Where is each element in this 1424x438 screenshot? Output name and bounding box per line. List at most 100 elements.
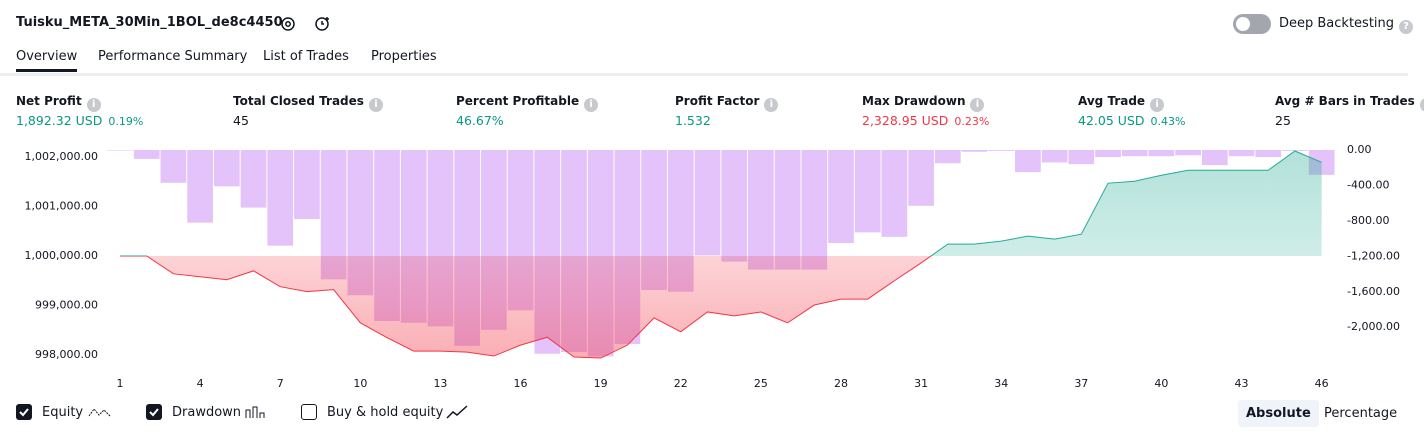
drawdown-bar	[107, 150, 133, 151]
drawdown-bar	[961, 150, 988, 152]
drawdown-bar	[1041, 150, 1068, 163]
equity-icon	[88, 408, 111, 417]
button[interactable]: Percentage	[1324, 406, 1398, 421]
toggle-label: Deep Backtesting?	[1279, 16, 1414, 34]
info-icon[interactable]: i	[1419, 98, 1424, 112]
drawdown-bar	[774, 150, 801, 270]
metric-label-text: Net Profit	[16, 94, 82, 108]
metric-value: 42.05 USD 0.43%	[1078, 113, 1185, 128]
drawdown-bar	[934, 150, 961, 164]
y2-tick-label: -1,200.00	[1347, 249, 1400, 262]
tab[interactable]: List of Trades	[263, 49, 349, 64]
divider	[0, 73, 1408, 76]
x-tick-label: 40	[1154, 377, 1168, 390]
toggle[interactable]	[1233, 14, 1271, 34]
strategy-title: Tuisku_META_30Min_1BOL_de8c4450	[16, 15, 283, 30]
drawdown-bar	[1228, 150, 1255, 157]
info-icon[interactable]: ?	[1399, 20, 1414, 34]
checkbox[interactable]	[146, 404, 162, 420]
x-tick-label: 46	[1315, 377, 1329, 390]
info-icon[interactable]: i	[1150, 98, 1165, 112]
drawdown-bar	[854, 150, 881, 233]
legend-entry: Buy & hold equity	[327, 405, 444, 420]
drawdown-bar	[1015, 150, 1041, 173]
metric-label-text: Avg Trade	[1078, 94, 1146, 108]
x-tick-label: 1	[117, 377, 124, 390]
drawdown-bar	[294, 150, 320, 220]
y2-tick-label: -400.00	[1347, 178, 1389, 191]
drawdown-bar	[748, 150, 774, 270]
checkbox[interactable]	[16, 404, 32, 420]
x-tick-label: 7	[277, 377, 284, 390]
x-tick-label: 34	[994, 377, 1008, 390]
drawdown-bar	[908, 150, 934, 206]
legend-entry: Drawdown	[172, 405, 242, 420]
drawdown-bar	[1255, 150, 1282, 158]
metric-label: Avg Trade i	[1078, 94, 1165, 112]
info-icon[interactable]: i	[584, 98, 599, 112]
checkbox[interactable]	[301, 404, 317, 420]
equity-area-above	[930, 150, 1322, 256]
drawdown-bar	[1201, 150, 1228, 166]
x-tick-label: 43	[1235, 377, 1249, 390]
drawdown-bar	[801, 150, 828, 270]
x-tick-label: 4	[197, 377, 204, 390]
metric-label-text: Avg # Bars in Trades	[1275, 94, 1415, 108]
equity-line-above	[120, 150, 1322, 256]
info-icon[interactable]: i	[86, 98, 101, 112]
metric-label: Avg # Bars in Trades i	[1275, 94, 1424, 112]
metric-extra: 0.19%	[108, 115, 144, 128]
drawdown-bar	[721, 150, 748, 262]
drawdown-bar	[213, 150, 240, 187]
y-tick-label: 999,000.00	[35, 299, 98, 312]
y2-tick-label: -2,000.00	[1347, 320, 1400, 333]
alert-icon[interactable]	[313, 14, 333, 34]
metric-value-text: 1,892.32 USD	[16, 113, 103, 128]
y-tick-label: 1,001,000.00	[25, 199, 98, 212]
x-tick-label: 16	[514, 377, 528, 390]
tab[interactable]: Overview	[16, 49, 78, 72]
equity-chart: 998,000.00 999,000.00 1,000,000.00 1,001,00…	[25, 143, 1400, 390]
y2-tick-label: -800.00	[1347, 214, 1389, 227]
metric-value: 25	[1275, 113, 1291, 128]
y2-tick-label: -1,600.00	[1347, 285, 1400, 298]
metric-label: Percent Profitable i	[456, 94, 599, 112]
drawdown-bar	[828, 150, 854, 244]
metric-value: 1,892.32 USD 0.19%	[16, 113, 143, 128]
x-tick-label: 37	[1074, 377, 1088, 390]
equity-line-below	[120, 255, 932, 359]
tab[interactable]: Performance Summary	[98, 49, 248, 64]
drawdown-bar	[267, 150, 294, 246]
x-tick-label: 10	[353, 377, 367, 390]
metric-label-text: Max Drawdown	[862, 94, 966, 108]
metric-label: Net Profit i	[16, 94, 101, 112]
y-tick-label: 1,002,000.00	[25, 150, 98, 163]
drawdown-bar	[187, 150, 213, 223]
drawdown-bar	[133, 150, 160, 159]
toggle-text: Deep Backtesting	[1279, 16, 1395, 31]
legend-entry: Equity	[42, 405, 84, 420]
drawdown-bar	[160, 150, 187, 183]
x-tick-label: 31	[914, 377, 928, 390]
metric-label: Total Closed Trades i	[233, 94, 383, 112]
equity-area-below	[120, 255, 1322, 359]
drawdown-bar	[1282, 150, 1308, 151]
drawdown-bar	[881, 150, 908, 237]
drawdown-bar	[1095, 150, 1121, 158]
drawdown-bar	[694, 150, 721, 256]
info-icon[interactable]: i	[764, 98, 779, 112]
info-icon[interactable]: i	[970, 98, 985, 112]
metric-value: 2,328.95 USD 0.23%	[862, 113, 989, 128]
metric-value-text: 2,328.95 USD	[862, 113, 949, 128]
y-tick-label: 998,000.00	[35, 348, 98, 361]
settings-icon[interactable]	[279, 15, 297, 33]
metric-value: 46.67%	[456, 113, 504, 128]
drawdown-icon	[245, 406, 265, 418]
drawdown-bar	[1121, 150, 1148, 157]
tab[interactable]: Properties	[371, 49, 437, 64]
info-icon[interactable]: i	[368, 98, 383, 112]
metric-label-text: Total Closed Trades	[233, 94, 364, 108]
button[interactable]: Absolute	[1238, 400, 1319, 427]
y-tick-label: 1,000,000.00	[25, 249, 98, 262]
